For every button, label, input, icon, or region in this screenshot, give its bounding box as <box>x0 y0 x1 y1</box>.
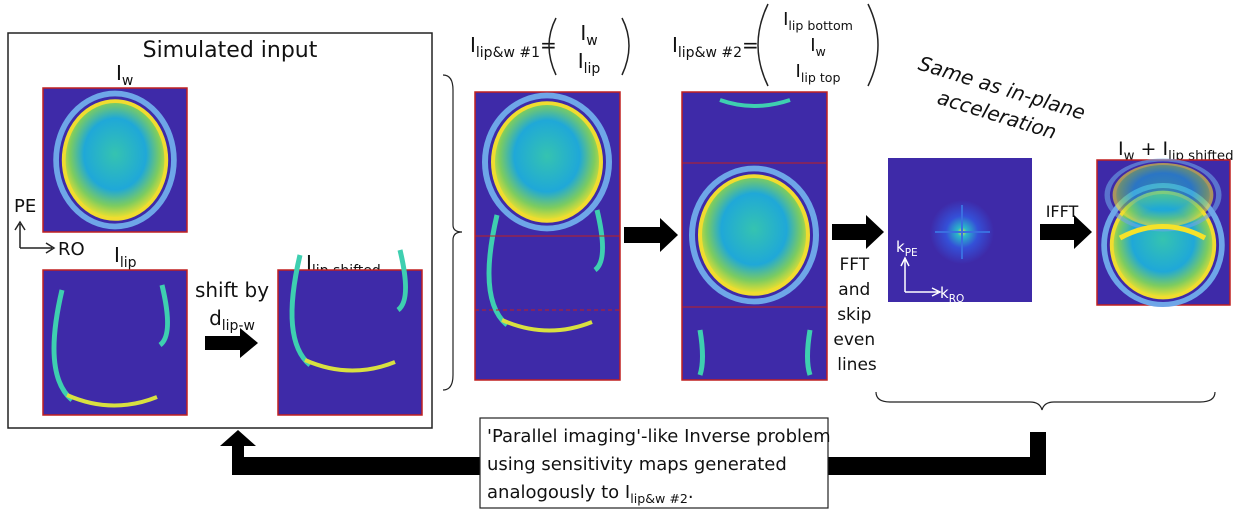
stack2-entry: Iw <box>810 35 826 59</box>
stack2-entry: Ilip bottom <box>783 9 853 33</box>
fft-text: FFT and skip even lines <box>833 255 880 375</box>
stack1-label: Ilip&w #1= <box>470 33 557 61</box>
stack2-label: Ilip&w #2= <box>672 33 759 61</box>
kspace-image <box>888 158 1032 302</box>
stack2-image <box>682 92 827 380</box>
bracket <box>443 75 462 390</box>
water-label: Iw <box>116 61 133 89</box>
shift-text: shift by <box>195 278 269 302</box>
stack2-entry: Ilip top <box>796 61 841 85</box>
note: Same as in-plane acceleration <box>908 51 1095 152</box>
lipid-label: Ilip <box>114 243 137 271</box>
axis-ro: RO <box>58 239 85 260</box>
result-image <box>1097 160 1230 305</box>
stack1-entry: Iw <box>580 21 597 49</box>
diagram: Simulated input Iw PE RO Ilip shift by d… <box>0 0 1243 510</box>
arrow <box>832 215 884 249</box>
shift-distance: dlip-w <box>209 306 255 334</box>
lipid-image <box>43 270 187 415</box>
panel-title: Simulated input <box>143 38 318 63</box>
arrow <box>624 218 678 252</box>
ifft-text: IFFT <box>1046 202 1079 221</box>
axis-pe: PE <box>14 196 36 217</box>
page: {"input_panel": {"title": "Simulated inp… <box>0 0 1243 510</box>
bracket <box>876 392 1215 410</box>
stack1-entry: Ilip <box>578 49 601 77</box>
shifted-image <box>278 250 422 415</box>
water-image <box>43 88 187 232</box>
stack1-image <box>475 92 620 380</box>
